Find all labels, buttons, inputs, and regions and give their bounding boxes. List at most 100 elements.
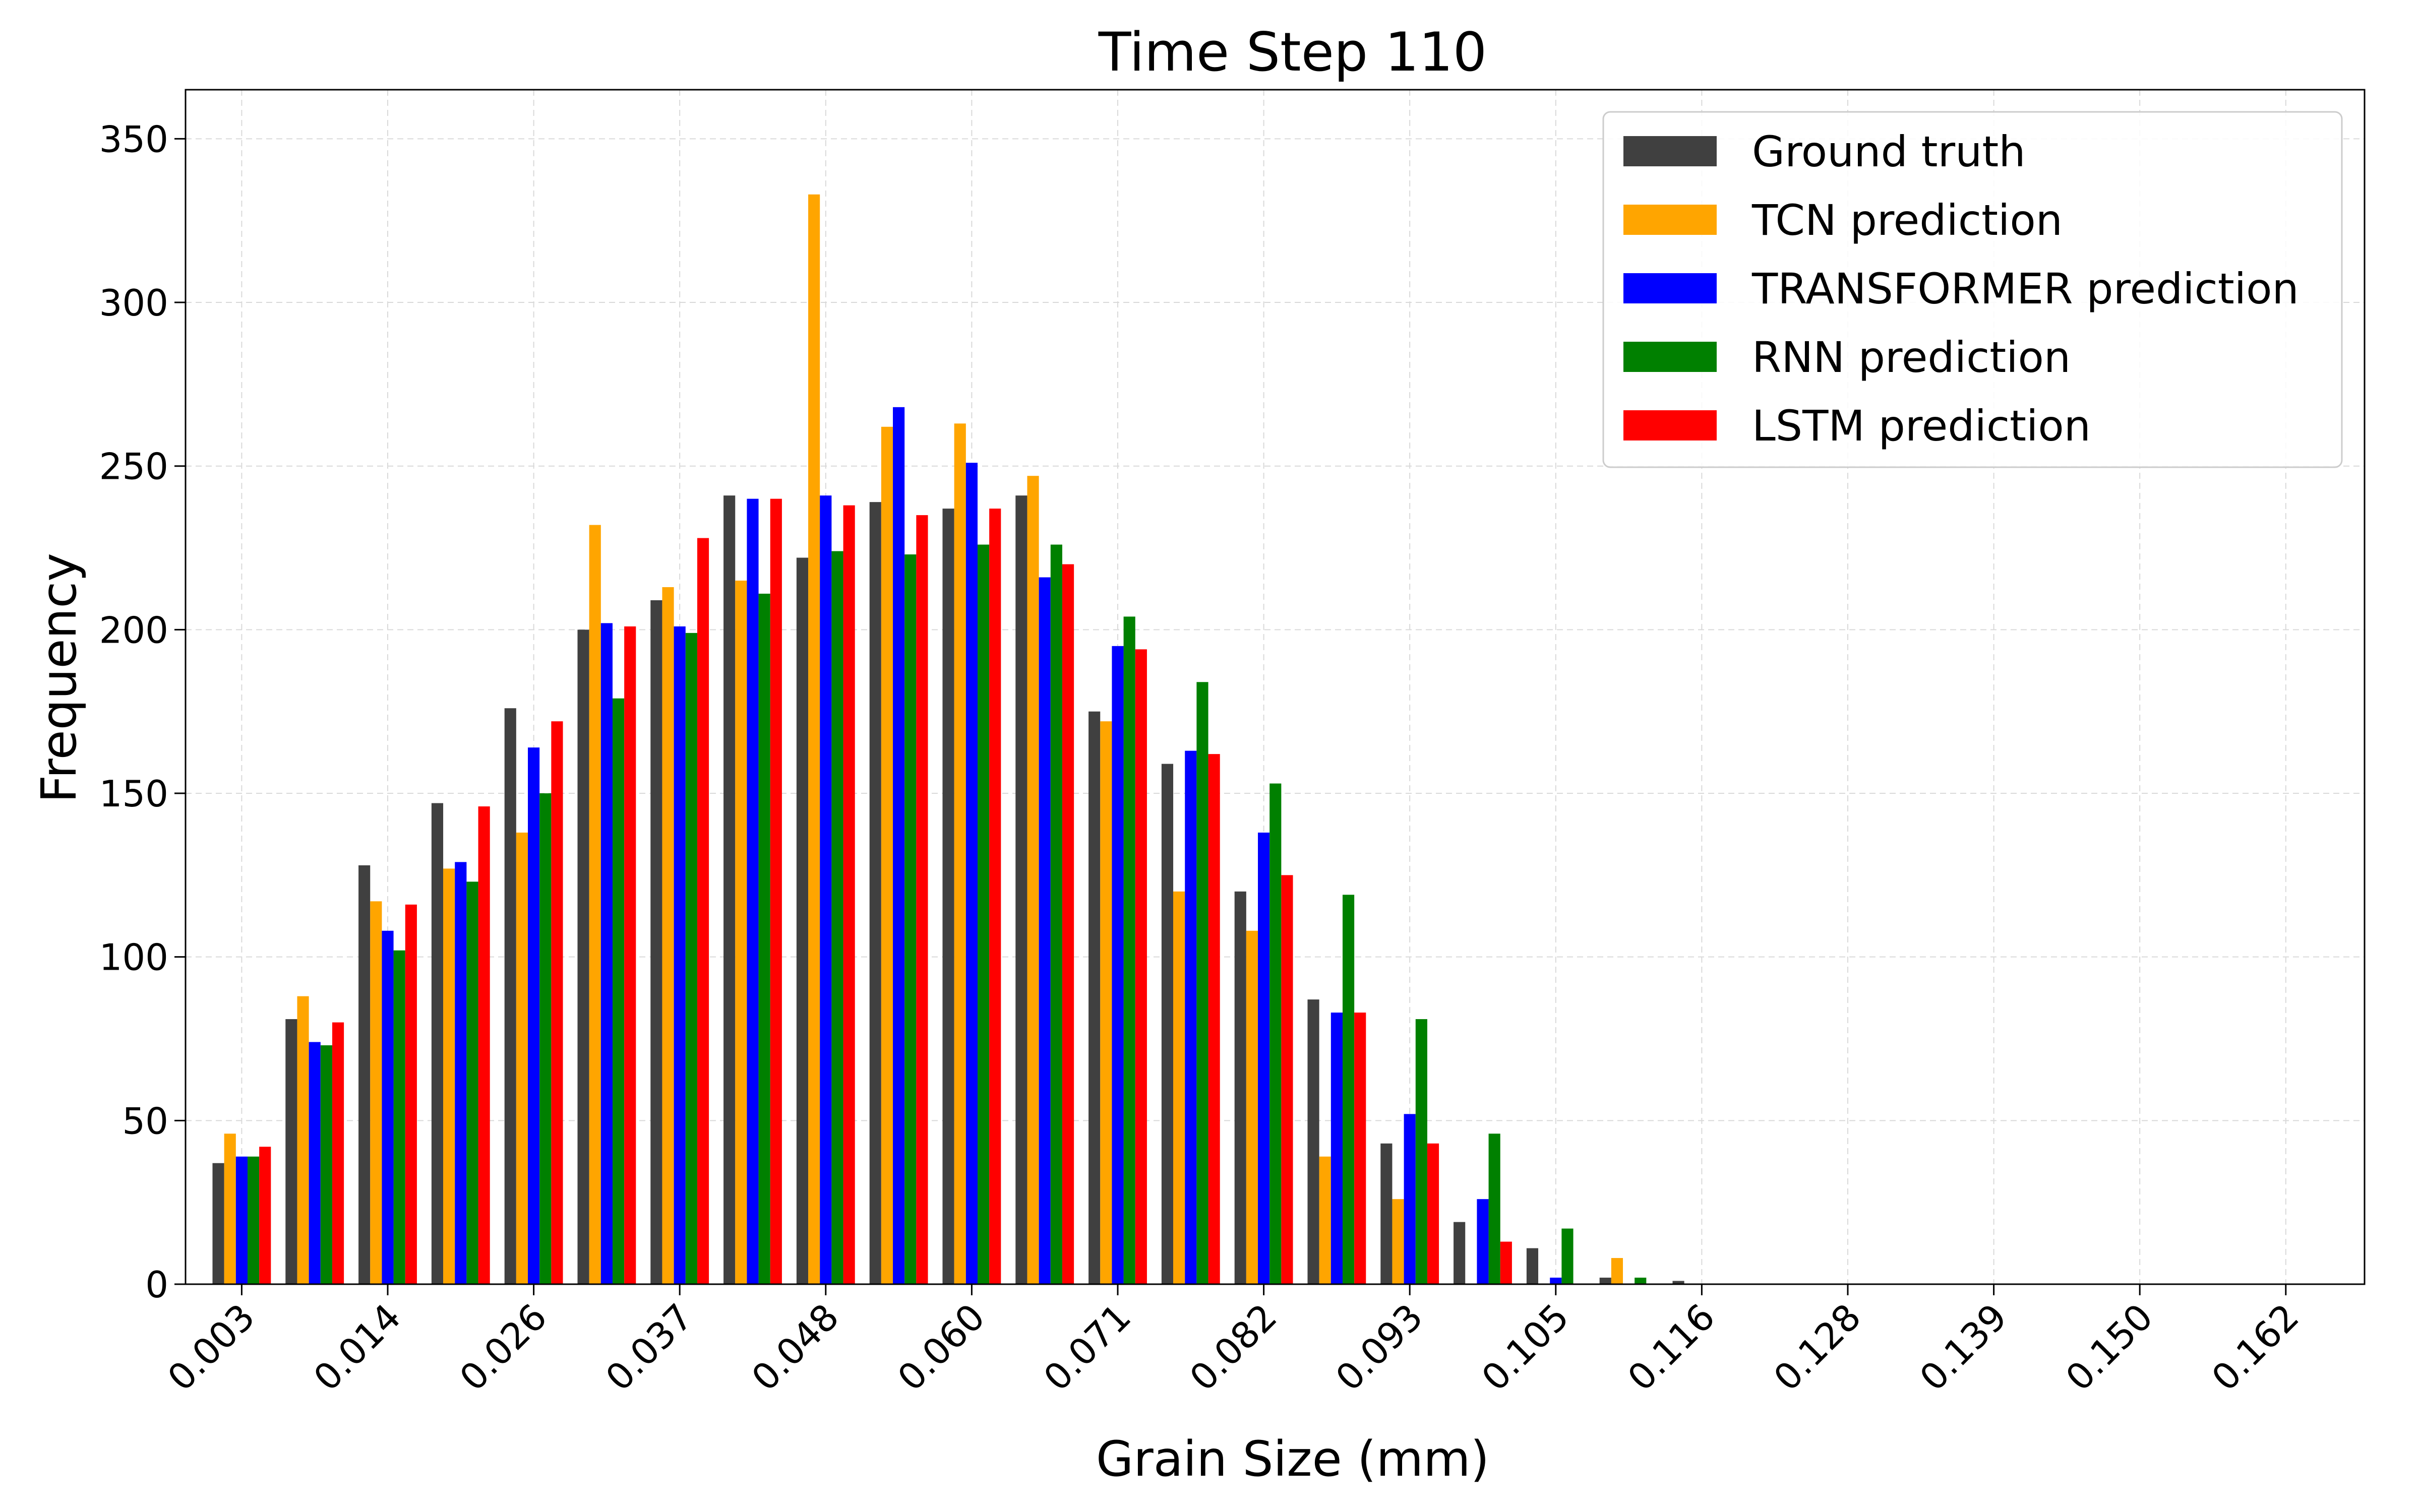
- bar: [989, 509, 1001, 1284]
- bar: [662, 587, 674, 1284]
- legend-label: TRANSFORMER prediction: [1751, 264, 2299, 313]
- bar: [904, 554, 917, 1284]
- bar: [358, 865, 371, 1284]
- bar: [1561, 1228, 1574, 1284]
- bar: [1330, 1013, 1343, 1284]
- bar: [393, 950, 405, 1284]
- bar: [1392, 1199, 1404, 1284]
- bar: [1635, 1278, 1647, 1284]
- bar: [770, 498, 782, 1285]
- bar: [1246, 930, 1258, 1284]
- y-tick-label: 100: [99, 936, 168, 979]
- y-tick-label: 300: [99, 282, 168, 324]
- legend-label: RNN prediction: [1752, 333, 2071, 382]
- y-tick-label: 200: [99, 609, 168, 651]
- bar: [1477, 1199, 1489, 1284]
- bar: [297, 996, 309, 1284]
- bar: [1123, 616, 1135, 1284]
- bar: [1050, 544, 1062, 1284]
- bar: [1307, 999, 1319, 1284]
- bar: [1269, 783, 1282, 1284]
- legend-swatch: [1623, 205, 1717, 235]
- bar: [1281, 875, 1293, 1284]
- legend-swatch: [1623, 410, 1717, 440]
- bar: [1404, 1114, 1416, 1284]
- bar: [466, 881, 478, 1284]
- legend-box: [1602, 111, 2343, 468]
- bar: [516, 832, 528, 1284]
- bar: [528, 747, 540, 1284]
- bar: [1611, 1258, 1623, 1284]
- bar: [881, 426, 893, 1285]
- bar: [1415, 1019, 1427, 1284]
- bar: [685, 633, 697, 1284]
- bar: [577, 629, 589, 1284]
- x-axis-title: Grain Size (mm): [1096, 1431, 1489, 1487]
- legend-swatch: [1623, 136, 1717, 166]
- bar: [1672, 1281, 1684, 1284]
- bar: [1100, 721, 1112, 1284]
- bar: [285, 1019, 297, 1284]
- y-axis-title: Frequency: [31, 553, 87, 803]
- bar: [443, 868, 455, 1284]
- bar: [612, 698, 625, 1284]
- series-ground-truth: [212, 495, 1684, 1285]
- bar: [1039, 577, 1051, 1284]
- y-tick-label: 350: [99, 118, 168, 160]
- bar: [843, 505, 855, 1284]
- bar: [916, 515, 928, 1284]
- bar: [259, 1147, 271, 1284]
- bar: [1173, 891, 1185, 1284]
- bar: [820, 495, 832, 1285]
- y-tick-label: 150: [99, 773, 168, 815]
- bar: [1319, 1156, 1331, 1284]
- bar: [539, 793, 552, 1284]
- bar: [1161, 764, 1174, 1284]
- bar: [697, 538, 709, 1284]
- legend: Ground truth TCN prediction TRANSFORMER pr…: [1602, 111, 2343, 468]
- bar: [808, 194, 820, 1285]
- series-rnn-prediction: [247, 544, 1647, 1284]
- bar: [1135, 649, 1147, 1284]
- series-lstm-prediction: [259, 498, 1512, 1285]
- bar: [1088, 711, 1101, 1284]
- bar: [370, 901, 382, 1284]
- bar: [1454, 1222, 1466, 1284]
- bar: [431, 803, 444, 1284]
- bar: [600, 623, 613, 1284]
- bar: [796, 557, 809, 1284]
- bar: [954, 423, 966, 1284]
- bar: [1208, 754, 1220, 1284]
- bar: [624, 626, 636, 1284]
- bar: [224, 1133, 236, 1284]
- bar: [747, 498, 759, 1285]
- bar: [1015, 495, 1027, 1285]
- bar: [831, 551, 843, 1284]
- bar: [674, 626, 686, 1284]
- bar: [965, 463, 978, 1284]
- plot-frame: [185, 89, 2366, 1285]
- bar: [1185, 750, 1197, 1284]
- bar: [1234, 891, 1246, 1284]
- bar: [309, 1042, 321, 1284]
- legend-swatch: [1623, 342, 1717, 372]
- bar: [723, 495, 736, 1285]
- bar: [893, 407, 905, 1284]
- bar: [504, 708, 516, 1284]
- bar: [942, 509, 954, 1284]
- y-tick-label: 250: [99, 446, 168, 488]
- bar: [235, 1156, 248, 1284]
- bar: [1354, 1013, 1366, 1284]
- bar: [1196, 682, 1208, 1284]
- bar: [1112, 646, 1124, 1284]
- bar: [247, 1156, 260, 1284]
- chart-title: Time Step 110: [1098, 21, 1487, 83]
- y-tick-label: 50: [122, 1100, 168, 1142]
- y-tick-label: 0: [145, 1264, 168, 1306]
- bar: [382, 930, 394, 1284]
- bar: [1258, 832, 1270, 1284]
- legend-label: TCN prediction: [1751, 196, 2063, 245]
- bar: [405, 904, 417, 1284]
- bar: [1427, 1143, 1439, 1284]
